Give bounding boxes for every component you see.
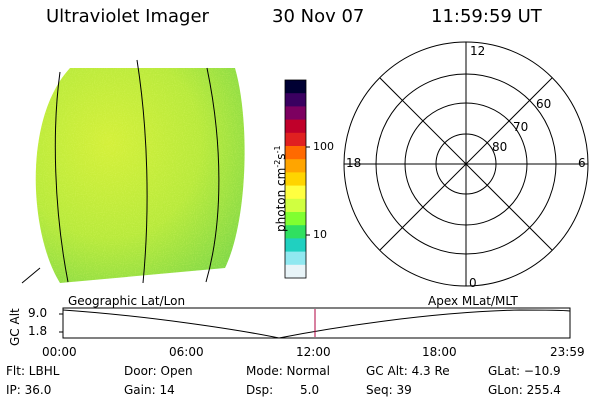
x-tick-2359: 23:59: [550, 345, 585, 359]
altitude-curve: [62, 309, 571, 339]
colorbar-segment: [285, 185, 306, 200]
seq-status: Seq: 39: [366, 383, 412, 397]
mlt-label-6: 6: [578, 156, 586, 170]
timeline-label-apex: Apex MLat/MLT: [428, 294, 518, 308]
colorbar-segment: [285, 132, 306, 147]
colorbar-tick-100: 100: [313, 140, 334, 153]
colorbar-segment: [285, 198, 306, 213]
colorbar-segment: [285, 212, 306, 226]
colorbar-segment: [285, 80, 306, 94]
mlt-label-0: 0: [469, 276, 477, 290]
y-axis-title: GC Alt: [8, 308, 22, 346]
lat-label-80: 80: [492, 140, 508, 154]
colorbar-segment: [285, 225, 306, 239]
colorbar-ticks: [306, 146, 310, 236]
axis-diagonal: [379, 77, 553, 251]
filter-status: Flt: LBHL: [6, 364, 60, 378]
lat-label-60: 60: [536, 97, 552, 111]
y-tick-max: 9.0: [28, 306, 48, 320]
x-tick-0600: 06:00: [169, 345, 204, 359]
grid-line: [205, 67, 220, 283]
colorbar-segment: [285, 146, 306, 160]
mlt-label-18: 18: [346, 156, 362, 170]
colorbar-segment: [285, 93, 306, 107]
colorbar-unit-label: photon cm-2s-1: [273, 145, 288, 232]
colorbar-segment: [285, 251, 306, 266]
instrument-title: Ultraviolet Imager: [46, 6, 209, 27]
color-scale-bar: [285, 80, 306, 279]
x-tick-1200: 12:00: [296, 345, 331, 359]
gain-status: Gain: 14: [124, 383, 175, 397]
colorbar-segment: [285, 106, 306, 121]
polar-plot: [343, 41, 589, 287]
y-tick-min: 1.8: [28, 324, 48, 338]
timeline-label-geographic: Geographic Lat/Lon: [68, 294, 186, 308]
glon-status: GLon: 255.4: [488, 383, 561, 397]
ip-status: IP: 36.0: [6, 383, 52, 397]
mode-status: Mode: Normal: [246, 364, 330, 378]
unit-text: photon cm: [274, 167, 288, 232]
colorbar-segment: [285, 238, 306, 253]
grid-line: [136, 59, 148, 284]
image-time: 11:59:59 UT: [431, 6, 542, 27]
colorbar-segment: [285, 119, 306, 134]
altitude-timeline: [59, 307, 571, 339]
colorbar-tick-10: 10: [313, 228, 327, 241]
uv-image-disk: [21, 59, 245, 284]
grid-line: [21, 267, 41, 284]
colorbar-segment: [285, 159, 306, 173]
grid-line: [54, 71, 69, 283]
glat-status: GLat: −10.9: [488, 364, 561, 378]
unit-exponent: -1: [273, 145, 282, 154]
unit-text: s: [274, 153, 288, 160]
colorbar-segment: [285, 172, 306, 187]
mlt-label-12: 12: [470, 44, 486, 58]
door-status: Door: Open: [124, 364, 193, 378]
image-date: 30 Nov 07: [272, 6, 365, 27]
unit-exponent: -2: [273, 159, 282, 168]
dsp-value: 5.0: [300, 383, 320, 397]
gc-alt-status: GC Alt: 4.3 Re: [366, 364, 450, 378]
colorbar-segment: [285, 264, 306, 279]
lat-label-70: 70: [513, 120, 529, 134]
x-tick-0000: 00:00: [42, 345, 77, 359]
x-tick-1800: 18:00: [422, 345, 457, 359]
dsp-label: Dsp:: [246, 383, 274, 397]
